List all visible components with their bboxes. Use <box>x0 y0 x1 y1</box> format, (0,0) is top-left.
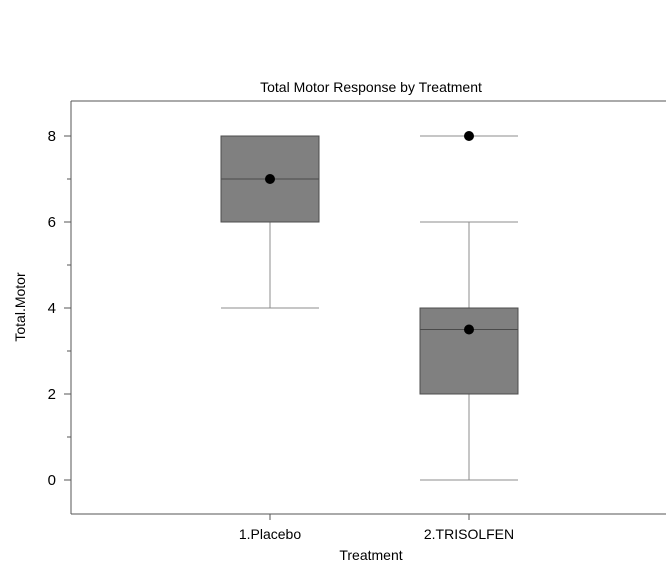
box-group <box>220 135 320 309</box>
chart-title: Total Motor Response by Treatment <box>260 79 482 95</box>
mean-point <box>265 174 275 184</box>
box-group <box>419 131 519 481</box>
outlier-point <box>464 131 474 141</box>
mean-point <box>464 324 474 335</box>
y-tick-label: 8 <box>48 128 56 145</box>
y-axis-ticks: 0 2 4 6 8 <box>48 128 71 489</box>
y-tick-label: 6 <box>48 214 56 231</box>
y-tick-label: 4 <box>48 300 56 317</box>
y-tick-label: 2 <box>48 386 56 403</box>
x-tick-label: 1.Placebo <box>239 526 301 542</box>
boxes <box>220 131 519 481</box>
axes <box>70 100 666 515</box>
x-tick-label: 2.TRISOLFEN <box>424 526 514 542</box>
y-axis-label: Total.Motor <box>12 272 28 342</box>
y-tick-label: 0 <box>48 472 56 489</box>
iqr-box <box>419 307 519 395</box>
x-axis-ticks: 1.Placebo 2.TRISOLFEN <box>239 514 514 542</box>
x-axis-label: Treatment <box>339 547 402 563</box>
